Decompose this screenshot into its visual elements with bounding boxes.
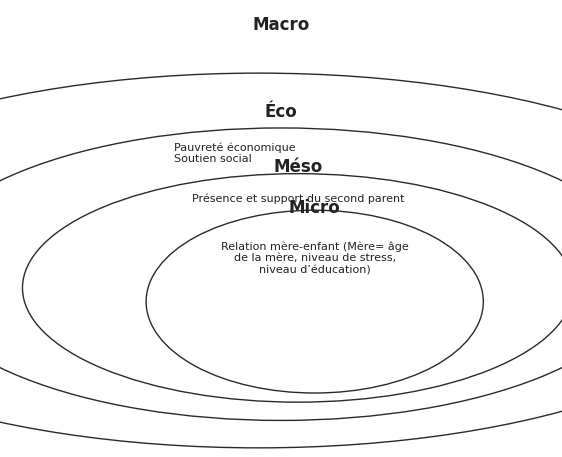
Text: Pauvreté économique
Soutien social: Pauvreté économique Soutien social — [174, 142, 296, 164]
Text: Micro: Micro — [289, 199, 341, 217]
Text: Méso: Méso — [273, 158, 323, 176]
Text: Relation mère-enfant (Mère= âge
de la mère, niveau de stress,
niveau d’éducation: Relation mère-enfant (Mère= âge de la mè… — [221, 241, 409, 275]
Text: Macro: Macro — [252, 16, 310, 34]
Text: Éco: Éco — [265, 103, 297, 121]
Text: Présence et support du second parent: Présence et support du second parent — [192, 194, 404, 204]
